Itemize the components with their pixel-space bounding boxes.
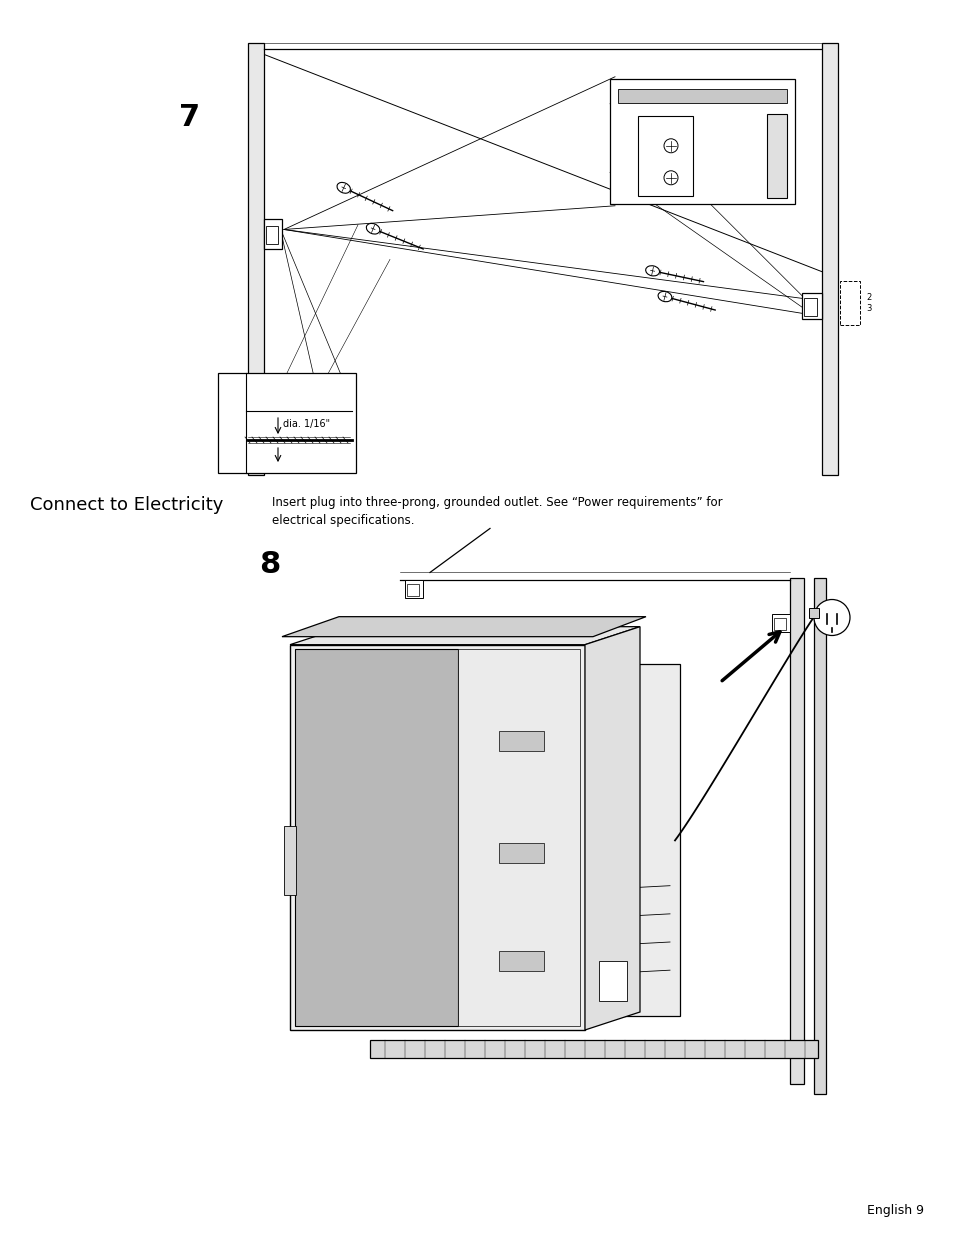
Bar: [284, 826, 295, 895]
Circle shape: [813, 599, 849, 636]
Text: 8: 8: [259, 550, 280, 579]
Bar: [618, 89, 786, 103]
Bar: [248, 43, 264, 475]
Bar: [808, 608, 818, 618]
Bar: [773, 619, 785, 630]
Text: 7: 7: [179, 103, 200, 132]
Text: dia. 1/16": dia. 1/16": [283, 419, 330, 429]
Circle shape: [663, 138, 678, 153]
Bar: [407, 584, 418, 597]
Polygon shape: [290, 626, 639, 645]
Bar: [498, 731, 543, 751]
Bar: [405, 580, 422, 599]
Text: 2
3: 2 3: [865, 293, 870, 312]
Bar: [218, 373, 355, 473]
Bar: [766, 114, 786, 198]
Bar: [498, 951, 543, 971]
Polygon shape: [282, 616, 645, 637]
Bar: [821, 43, 837, 475]
Ellipse shape: [658, 291, 671, 301]
Text: Connect to Electricity: Connect to Electricity: [30, 496, 223, 515]
Bar: [266, 226, 277, 245]
Bar: [370, 1040, 817, 1058]
Ellipse shape: [366, 224, 379, 235]
Bar: [813, 578, 825, 1094]
Bar: [598, 961, 626, 1002]
Bar: [789, 578, 803, 1084]
Text: English 9: English 9: [866, 1204, 923, 1216]
Bar: [290, 645, 584, 1030]
Circle shape: [663, 170, 678, 185]
Bar: [294, 648, 457, 1026]
Polygon shape: [584, 626, 639, 1030]
Bar: [803, 298, 816, 316]
Bar: [498, 842, 543, 863]
Bar: [264, 220, 282, 249]
Bar: [586, 664, 679, 1016]
Bar: [609, 79, 794, 204]
Text: Insert plug into three-prong, grounded outlet. See “Power requirements” for
elec: Insert plug into three-prong, grounded o…: [272, 496, 721, 527]
Bar: [801, 293, 821, 319]
Bar: [457, 648, 579, 1026]
Ellipse shape: [645, 266, 659, 275]
Bar: [638, 116, 692, 196]
Ellipse shape: [336, 183, 350, 193]
Bar: [771, 614, 789, 632]
Bar: [840, 280, 859, 325]
